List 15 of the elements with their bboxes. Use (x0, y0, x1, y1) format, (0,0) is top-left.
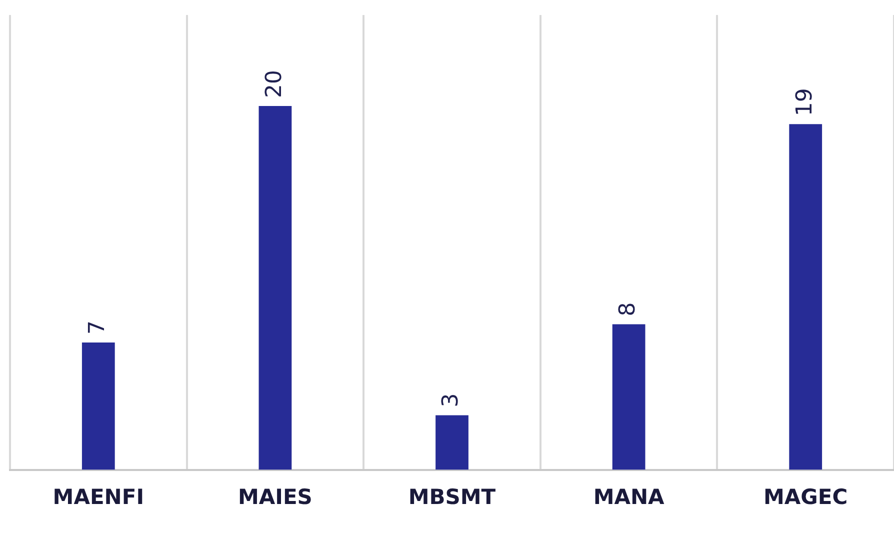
bar (258, 106, 292, 470)
x-tick-label: MAIES (238, 484, 312, 509)
data-label: 7 (85, 320, 110, 334)
bar (436, 415, 468, 470)
x-tick-label: MBSMT (408, 484, 496, 509)
data-label: 20 (262, 70, 287, 98)
data-label: 19 (792, 88, 818, 116)
x-tick-label: MAGEC (764, 484, 848, 509)
data-label: 3 (438, 393, 464, 408)
bar (612, 324, 646, 470)
bar (82, 342, 115, 470)
x-tick-label: MANA (593, 484, 666, 509)
data-label: 8 (616, 302, 641, 316)
x-tick-label: MAENFI (52, 484, 144, 509)
bar (789, 124, 822, 470)
